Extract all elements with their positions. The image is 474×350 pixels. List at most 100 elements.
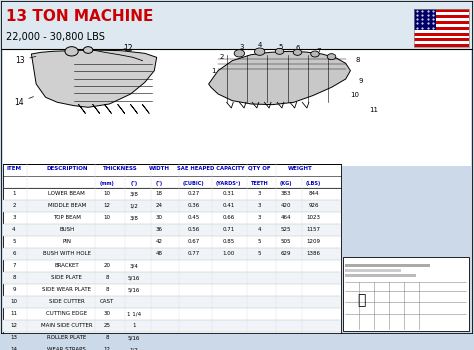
Text: 6: 6 — [295, 45, 300, 51]
Bar — [3, 320, 341, 332]
Text: 3: 3 — [258, 203, 262, 209]
Text: 8: 8 — [105, 335, 109, 340]
Text: 844: 844 — [308, 191, 319, 196]
Bar — [414, 30, 469, 33]
Text: 25: 25 — [103, 323, 110, 328]
Text: 42: 42 — [155, 239, 163, 244]
Bar — [3, 272, 341, 284]
Text: 1 1/4: 1 1/4 — [127, 312, 141, 316]
Text: 7: 7 — [316, 48, 320, 54]
Text: TOP BEAM: TOP BEAM — [53, 215, 81, 220]
Text: 14: 14 — [10, 347, 18, 350]
Text: 24: 24 — [155, 203, 163, 209]
Text: 2: 2 — [219, 54, 224, 60]
Text: 10: 10 — [351, 92, 360, 98]
Bar — [414, 9, 469, 47]
Text: 30: 30 — [103, 312, 110, 316]
Text: BUSH: BUSH — [59, 228, 74, 232]
Text: 5/16: 5/16 — [128, 275, 140, 280]
Text: 1: 1 — [132, 323, 136, 328]
Text: SAE HEAPED CAPACITY: SAE HEAPED CAPACITY — [177, 166, 245, 171]
Bar — [414, 12, 469, 15]
Text: 3: 3 — [12, 215, 16, 220]
Text: SIDE PLATE: SIDE PLATE — [51, 275, 82, 280]
Text: 36: 36 — [155, 228, 163, 232]
Circle shape — [293, 49, 302, 55]
Text: 2: 2 — [12, 203, 16, 209]
Text: 12: 12 — [10, 323, 18, 328]
Text: 1: 1 — [211, 68, 216, 74]
Bar — [414, 18, 469, 21]
Text: ROLLER PLATE: ROLLER PLATE — [47, 335, 86, 340]
Text: 3: 3 — [258, 215, 262, 220]
Text: 3: 3 — [239, 44, 244, 50]
Text: MAIN SIDE CUTTER: MAIN SIDE CUTTER — [41, 323, 93, 328]
Circle shape — [311, 51, 319, 57]
Bar — [3, 344, 341, 350]
Text: 20: 20 — [103, 264, 110, 268]
Circle shape — [255, 48, 265, 55]
Circle shape — [65, 47, 78, 56]
Bar — [414, 38, 469, 41]
Text: 18: 18 — [155, 191, 163, 196]
Text: WEIGHT: WEIGHT — [288, 166, 312, 171]
Text: 10: 10 — [10, 299, 18, 304]
Text: 0.56: 0.56 — [187, 228, 200, 232]
Text: DESCRIPTION: DESCRIPTION — [46, 166, 88, 171]
Bar — [3, 50, 471, 166]
Bar — [345, 269, 401, 272]
Bar — [3, 164, 341, 350]
Text: 926: 926 — [308, 203, 319, 209]
Text: SIDE CUTTER: SIDE CUTTER — [49, 299, 85, 304]
Text: WIDTH: WIDTH — [148, 166, 170, 171]
Text: PIN: PIN — [63, 239, 72, 244]
Text: 1/2: 1/2 — [129, 347, 138, 350]
Text: 22,000 - 30,800 LBS: 22,000 - 30,800 LBS — [6, 32, 105, 42]
Text: 14: 14 — [14, 97, 34, 107]
Text: 0.31: 0.31 — [222, 191, 235, 196]
Text: 9: 9 — [358, 78, 363, 84]
Text: 0.41: 0.41 — [222, 203, 235, 209]
Circle shape — [275, 48, 284, 54]
Text: 1386: 1386 — [307, 251, 320, 257]
Bar — [0, 1, 474, 49]
Text: 0.45: 0.45 — [187, 215, 200, 220]
Text: 11: 11 — [10, 312, 18, 316]
Text: 10: 10 — [103, 191, 110, 196]
Text: 48: 48 — [155, 251, 163, 257]
Bar — [3, 248, 341, 260]
Text: 12: 12 — [124, 43, 133, 52]
Text: 1023: 1023 — [307, 215, 320, 220]
Text: 3/8: 3/8 — [129, 191, 138, 196]
Text: ITEM: ITEM — [7, 166, 21, 171]
Text: 4: 4 — [257, 42, 262, 48]
Text: 30: 30 — [155, 215, 163, 220]
Text: 0.77: 0.77 — [187, 251, 200, 257]
Text: 8: 8 — [105, 287, 109, 292]
Bar — [414, 41, 469, 44]
Text: 420: 420 — [281, 203, 292, 209]
Text: 7: 7 — [12, 264, 16, 268]
Bar — [345, 264, 430, 267]
Text: TEETH: TEETH — [251, 181, 269, 186]
Text: 1: 1 — [12, 191, 16, 196]
Bar — [345, 274, 416, 277]
Text: 3: 3 — [258, 191, 262, 196]
Bar — [414, 9, 436, 30]
Text: CAST: CAST — [100, 299, 114, 304]
Text: 13 TON MACHINE: 13 TON MACHINE — [6, 9, 154, 24]
Text: (CUBIC): (CUBIC) — [182, 181, 204, 186]
Text: 🏗: 🏗 — [357, 294, 365, 308]
Text: (mm): (mm) — [100, 181, 114, 186]
Circle shape — [234, 50, 245, 57]
Text: ("): (") — [155, 181, 163, 186]
Text: 1157: 1157 — [307, 228, 320, 232]
Text: 3/8: 3/8 — [129, 215, 138, 220]
Text: 13: 13 — [15, 56, 36, 65]
Text: 505: 505 — [281, 239, 292, 244]
Circle shape — [327, 54, 336, 60]
Text: 8: 8 — [356, 57, 360, 63]
Bar — [414, 15, 469, 18]
Polygon shape — [209, 51, 350, 105]
Text: 0.66: 0.66 — [222, 215, 235, 220]
